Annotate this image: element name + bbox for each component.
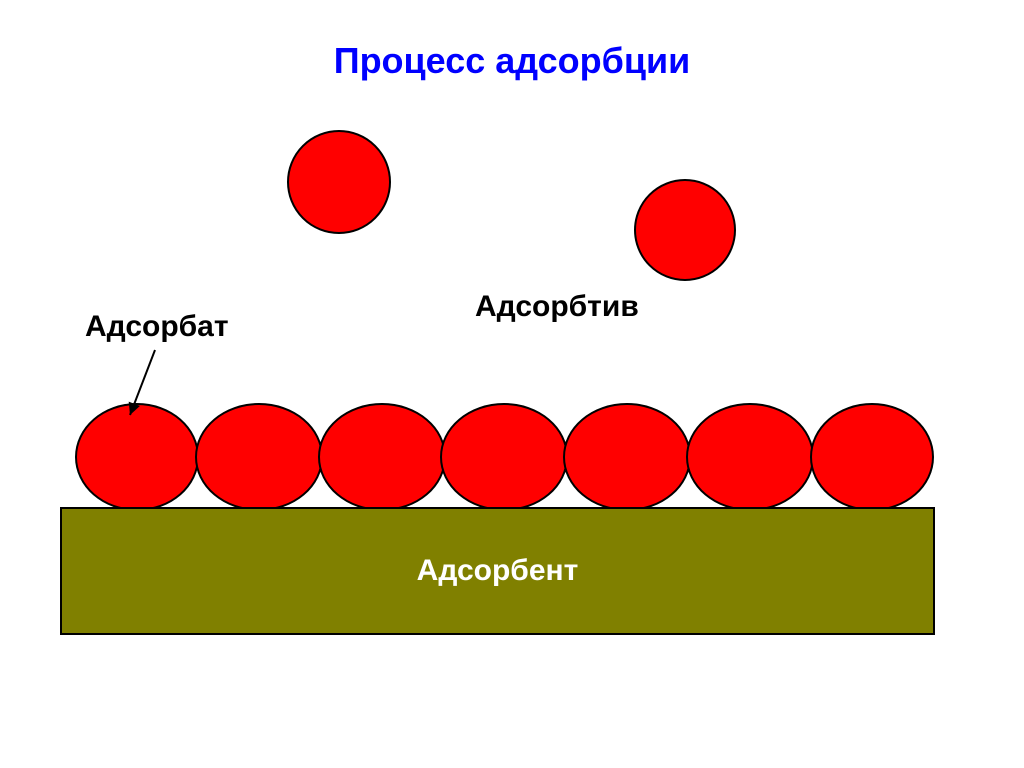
adsorbtive-label: Адсорбтив: [475, 290, 639, 324]
adsorbate-particle: [318, 403, 446, 511]
diagram-title: Процесс адсорбции: [0, 40, 1024, 82]
adsorbate-particle: [195, 403, 323, 511]
adsorbate-particle: [75, 403, 199, 511]
adsorbate-label: Адсорбат: [85, 310, 229, 344]
adsorbate-particle: [440, 403, 568, 511]
adsorbate-particle: [563, 403, 691, 511]
adsorbent-label: Адсорбент: [60, 554, 935, 588]
adsorbtive-particle: [634, 179, 736, 281]
pointer-arrow: [0, 0, 1024, 768]
adsorbate-particle: [810, 403, 934, 511]
adsorbtive-particle: [287, 130, 391, 234]
adsorbate-particle: [686, 403, 814, 511]
